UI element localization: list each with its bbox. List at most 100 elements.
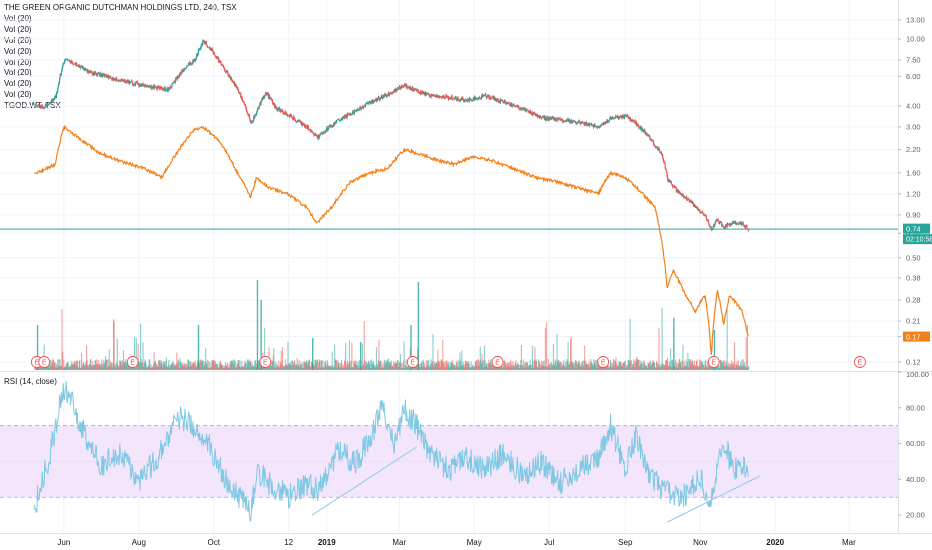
candle-body (284, 113, 286, 115)
candle-body (278, 108, 281, 111)
volume-bar (495, 367, 497, 370)
volume-bar (426, 360, 428, 370)
candle-body (342, 116, 344, 118)
candle-body (431, 94, 434, 96)
volume-bar (152, 366, 154, 370)
legend-vol-4[interactable]: Vol (20) (4, 46, 32, 56)
volume-bar (57, 365, 59, 370)
candle-body (575, 123, 577, 124)
volume-bar (529, 359, 531, 370)
volume-bar (544, 366, 546, 370)
candle-body (52, 99, 54, 103)
candle-body (353, 112, 355, 114)
legend-vol-7[interactable]: Vol (20) (4, 79, 32, 89)
legend-title[interactable]: THE GREEN ORGANIC DUTCHMAN HOLDINGS LTD,… (4, 3, 237, 12)
volume-bar (617, 366, 620, 370)
volume-bar (419, 363, 421, 370)
volume-bar (286, 365, 288, 370)
volume-bar (454, 365, 456, 370)
legend-vol-5[interactable]: Vol (20) (4, 57, 32, 67)
volume-bar (67, 362, 69, 370)
volume-bar (240, 367, 242, 370)
candle-body (700, 212, 703, 214)
volume-bar (483, 366, 485, 370)
candle-body (121, 78, 123, 82)
candle-body (716, 220, 718, 221)
earnings-marker-label: E (601, 360, 606, 367)
volume-bar (361, 343, 363, 370)
candle-body (358, 109, 360, 111)
candle-body (382, 98, 384, 99)
volume-bar (472, 364, 474, 370)
volume-bar (622, 362, 624, 370)
candle-body (539, 115, 542, 118)
candle-body (331, 125, 333, 127)
volume-bar (140, 359, 142, 370)
legend-vol-2[interactable]: Vol (20) (4, 24, 32, 34)
volume-bar (205, 348, 207, 370)
candle-body (437, 95, 439, 98)
candle-body (366, 102, 368, 104)
candle-body (58, 77, 61, 83)
candle-body (707, 219, 709, 222)
volume-bar (302, 367, 304, 370)
candle-body (89, 71, 91, 72)
candle-body (506, 103, 508, 105)
candle-body (253, 116, 255, 121)
candle-body (327, 129, 329, 131)
candle-body (721, 222, 723, 226)
candle-body (146, 85, 148, 87)
candle-body (322, 132, 324, 134)
legend-vol-3[interactable]: Vol (20) (4, 35, 32, 45)
volume-bar (552, 344, 554, 370)
volume-bar (53, 361, 55, 370)
volume-bar (691, 362, 693, 370)
legend-vol-8[interactable]: Vol (20) (4, 90, 32, 100)
volume-bar (443, 362, 445, 370)
time-axis-label: Jun (57, 538, 70, 547)
candle-body (428, 93, 430, 95)
candle-body (520, 108, 522, 109)
volume-bar (684, 365, 686, 370)
candle-body (447, 96, 449, 98)
volume-bar (386, 360, 388, 370)
candle-body (205, 41, 207, 43)
volume-bar (162, 364, 164, 370)
volume-bar (114, 364, 116, 370)
volume-bar (366, 364, 368, 370)
candle-body (558, 118, 561, 120)
legend-vol-1[interactable]: Vol (20) (4, 13, 32, 23)
candle-body (254, 115, 257, 116)
volume-bar (393, 363, 395, 370)
candle-body (527, 110, 529, 111)
volume-bar (452, 362, 454, 370)
volume-bar (358, 367, 360, 370)
volume-bar (560, 362, 562, 370)
volume-bar (183, 364, 185, 370)
volume-bar (571, 362, 573, 370)
volume-bar (103, 360, 105, 370)
candle-body (692, 202, 694, 203)
candle-body (330, 125, 332, 128)
volume-bar (149, 367, 151, 370)
candle-body (686, 196, 688, 201)
candle-body (340, 119, 342, 121)
candle-body (301, 122, 303, 126)
candle-body (299, 121, 301, 123)
candle-body (36, 105, 38, 107)
candle-body (138, 84, 141, 86)
rsi-legend[interactable]: RSI (14, close) (4, 377, 57, 386)
volume-bar (392, 367, 394, 370)
candle-body (261, 99, 263, 102)
volume-bar (624, 361, 626, 370)
candle-body (584, 122, 586, 124)
legend-vol-6[interactable]: Vol (20) (4, 68, 32, 78)
volume-bar (726, 308, 728, 370)
candle-body (574, 121, 577, 124)
volume-bar (375, 367, 377, 370)
volume-bar (439, 366, 441, 370)
volume-bar (608, 367, 610, 370)
volume-bar (738, 366, 741, 370)
